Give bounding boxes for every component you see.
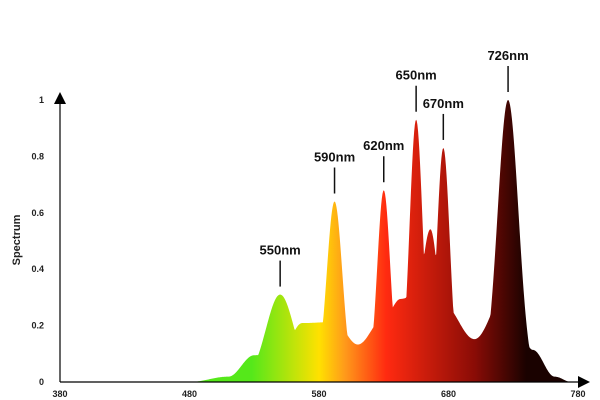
peak-label: 650nm [396, 68, 437, 83]
x-tick-label: 680 [441, 389, 456, 399]
x-tick-label: 480 [182, 389, 197, 399]
y-tick-label: 0.8 [31, 151, 44, 161]
x-tick-label: 580 [311, 389, 326, 399]
y-tick-label: 0.2 [31, 321, 44, 331]
y-tick-label: 0 [39, 377, 44, 387]
y-tick-label: 1 [39, 95, 44, 105]
y-tick-label: 0.6 [31, 208, 44, 218]
peak-label: 590nm [314, 150, 355, 165]
y-axis-title: Spectrum [11, 214, 23, 265]
spectrum-area [189, 100, 573, 382]
peak-label: 670nm [423, 96, 464, 111]
peak-label: 550nm [260, 243, 301, 258]
x-tick-label: 780 [570, 389, 585, 399]
peak-label: 726nm [487, 48, 528, 63]
y-axis-arrow [54, 92, 66, 104]
peak-label: 620nm [363, 138, 404, 153]
x-axis-arrow [578, 376, 590, 388]
x-tick-label: 380 [52, 389, 67, 399]
y-tick-label: 0.4 [31, 264, 44, 274]
